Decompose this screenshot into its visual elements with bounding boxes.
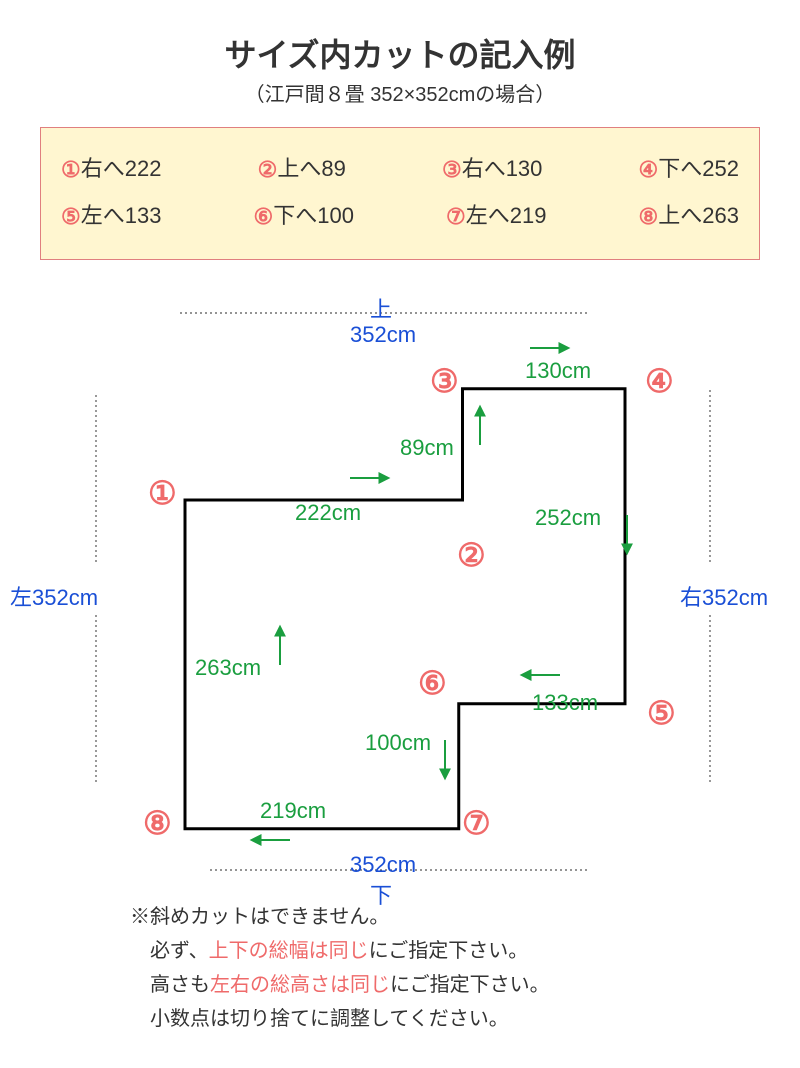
notes: ※斜めカットはできません。 必ず、上下の総幅は同じにご指定下さい。 高さも左右の… [130, 900, 770, 1036]
note-2b-highlight: 上下の総幅は同じ [209, 940, 369, 962]
step-item: ④下へ252 [639, 146, 739, 193]
note-line-4: 小数点は切り捨てに調整してください。 [130, 1002, 770, 1036]
edge-dimension: 222cm [295, 500, 361, 525]
step-item: ⑤左へ133 [61, 193, 161, 240]
step-number: ② [258, 147, 278, 193]
node-marker: ⑥ [418, 665, 447, 701]
note-line-3: 高さも左右の総高さは同じにご指定下さい。 [130, 968, 770, 1002]
page-subtitle: （江戸間８畳 352×352cmの場合） [30, 78, 770, 107]
step-number: ⑦ [446, 194, 466, 240]
node-marker: ⑧ [143, 805, 172, 841]
page-title: サイズ内カットの記入例 [30, 30, 770, 76]
outer-top-dim: 352cm [350, 322, 416, 348]
step-item: ③右へ130 [442, 146, 542, 193]
step-text: 右へ130 [462, 156, 543, 181]
edge-dimension: 130cm [525, 358, 591, 383]
edge-dimension: 252cm [535, 505, 601, 530]
note-line-1: ※斜めカットはできません。 [130, 900, 770, 934]
step-number: ⑤ [61, 194, 81, 240]
note-line-2: 必ず、上下の総幅は同じにご指定下さい。 [130, 934, 770, 968]
step-item: ⑥下へ100 [254, 193, 354, 240]
step-number: ④ [639, 147, 659, 193]
node-marker: ⑦ [462, 805, 491, 841]
steps-row-2: ⑤左へ133 ⑥下へ100 ⑦左へ219 ⑧上へ263 [61, 193, 739, 240]
note-2c: にご指定下さい。 [369, 940, 529, 962]
outer-left-label: 左352cm [10, 580, 98, 612]
outer-bottom-label: 下 [370, 878, 392, 910]
step-text: 上へ263 [658, 203, 739, 228]
edge-dimension: 89cm [400, 435, 454, 460]
step-text: 右へ222 [81, 156, 162, 181]
node-marker: ② [457, 537, 486, 573]
steps-row-1: ①右へ222 ②上へ89 ③右へ130 ④下へ252 [61, 146, 739, 193]
page: サイズ内カットの記入例 （江戸間８畳 352×352cmの場合） ①右へ222②… [0, 0, 800, 1066]
edge-dimension: 100cm [365, 730, 431, 755]
outer-top-label: 上 [370, 292, 392, 324]
step-number: ⑧ [639, 194, 659, 240]
diagram: 222cm 89cm 130cm 252cm 133cm 100cm 219cm 263cm ①… [30, 280, 770, 890]
step-text: 上へ89 [277, 156, 345, 181]
outer-right-label: 右352cm [680, 580, 768, 612]
node-marker: ⑤ [647, 695, 676, 731]
step-item: ⑦左へ219 [446, 193, 546, 240]
diagram-svg: 222cm 89cm 130cm 252cm 133cm 100cm 219cm 263cm ①… [30, 280, 770, 890]
step-item: ①右へ222 [61, 146, 161, 193]
node-marker: ① [148, 475, 177, 511]
steps-box: ①右へ222 ②上へ89 ③右へ130 ④下へ252 ⑤左へ133 ⑥下へ100 ⑦左へ2… [40, 127, 760, 260]
step-item: ②上へ89 [258, 146, 346, 193]
step-number: ③ [442, 147, 462, 193]
note-3c: にご指定下さい。 [390, 974, 550, 996]
step-item: ⑧上へ263 [639, 193, 739, 240]
step-text: 下へ252 [658, 156, 739, 181]
node-marker: ③ [430, 363, 459, 399]
edge-dimension: 263cm [195, 655, 261, 680]
step-text: 左へ133 [81, 203, 162, 228]
edge-dimension: 219cm [260, 798, 326, 823]
step-text: 左へ219 [466, 203, 547, 228]
note-3a: 高さも [130, 974, 210, 996]
edge-dimension: 133cm [532, 690, 598, 715]
note-3b-highlight: 左右の総高さは同じ [210, 974, 390, 996]
step-text: 下へ100 [273, 203, 354, 228]
step-number: ① [61, 147, 81, 193]
note-2a: 必ず、 [130, 940, 209, 962]
node-marker: ④ [645, 363, 674, 399]
step-number: ⑥ [254, 194, 274, 240]
outer-bottom-dim: 352cm [350, 852, 416, 878]
